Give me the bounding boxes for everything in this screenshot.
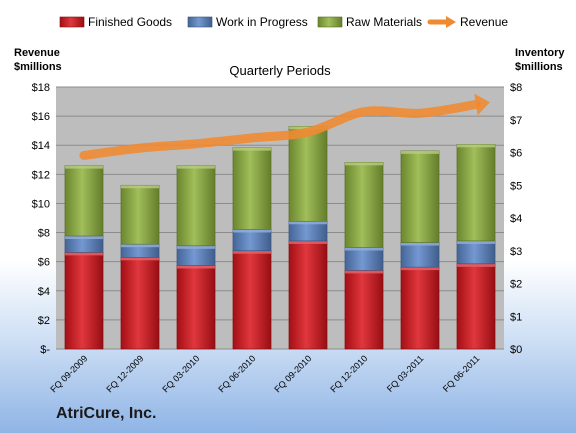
bar-work-in-progress — [456, 240, 496, 265]
bar-finished-goods — [344, 270, 384, 350]
x-tick-label: FQ 06-2011 — [441, 353, 482, 394]
left-tick-label: $2 — [38, 315, 50, 327]
revenue-arrowhead — [474, 93, 490, 116]
bar-cap — [120, 257, 160, 261]
bar-raw-materials — [176, 165, 216, 247]
legend-swatch — [317, 16, 343, 28]
bar-finished-goods — [232, 250, 272, 350]
x-tick-label: FQ 03-2011 — [385, 353, 426, 394]
bar-raw-materials — [64, 165, 104, 237]
right-tick-label: $0 — [510, 344, 522, 356]
bar-cap — [120, 185, 160, 189]
right-tick-label: $4 — [510, 213, 522, 225]
bar-finished-goods — [400, 266, 440, 350]
bar-cap — [176, 245, 216, 249]
legend-swatch — [59, 16, 85, 28]
left-tick-label: $16 — [32, 111, 50, 123]
left-axis-label-line2: $millions — [14, 61, 62, 73]
right-tick-label: $6 — [510, 148, 522, 160]
legend-entry: Work in Progress — [216, 15, 308, 29]
legend-swatch — [187, 16, 213, 28]
left-tick-label: $18 — [32, 82, 50, 94]
bar-raw-materials — [456, 144, 496, 242]
left-tick-label: $6 — [38, 257, 50, 269]
bar-work-in-progress — [400, 242, 440, 268]
right-tick-label: $8 — [510, 82, 522, 94]
legend-entry: Finished Goods — [88, 15, 172, 29]
bar-cap — [456, 144, 496, 148]
bar-cap — [232, 147, 272, 151]
right-tick-label: $5 — [510, 180, 522, 192]
bar-cap — [288, 240, 328, 244]
bar-cap — [344, 162, 384, 166]
bar-cap — [176, 165, 216, 169]
x-tick-label: FQ 12-2009 — [104, 353, 145, 394]
x-tick-label: FQ 12-2010 — [328, 353, 369, 394]
bar-raw-materials — [120, 184, 160, 245]
bar-work-in-progress — [344, 247, 384, 271]
revenue-line — [79, 99, 481, 160]
x-tick-label: FQ 09-2009 — [48, 353, 89, 394]
x-tick-label: FQ 09-2010 — [272, 353, 313, 394]
bar-cap — [64, 165, 104, 169]
left-axis-label-line1: Revenue — [14, 47, 60, 59]
left-tick-label: $8 — [38, 228, 50, 240]
x-tick-label: FQ 06-2010 — [216, 353, 257, 394]
legend: Finished Goods Work in Progress Raw Materi… — [59, 15, 508, 29]
left-axis-ticks: $- $2 $4 $6 $8 $10 $12 $14 $16 $18 — [32, 82, 51, 356]
right-tick-label: $2 — [510, 279, 522, 291]
legend-arrowhead — [446, 16, 456, 28]
bar-raw-materials — [344, 162, 384, 248]
company-name: AtriCure, Inc. — [56, 405, 156, 422]
bar-finished-goods — [288, 240, 328, 350]
bar-cap — [64, 236, 104, 240]
left-tick-label: $- — [40, 344, 50, 356]
bar-raw-materials — [232, 147, 272, 230]
bar-work-in-progress — [232, 229, 272, 252]
right-tick-label: $7 — [510, 115, 522, 127]
bar-cap — [232, 250, 272, 254]
left-tick-label: $14 — [32, 140, 50, 152]
left-tick-label: $4 — [38, 286, 50, 298]
bar-cap — [176, 265, 216, 269]
bars — [64, 126, 496, 350]
revenue-line-layer — [79, 93, 490, 160]
left-tick-label: $12 — [32, 169, 50, 181]
bar-cap — [400, 267, 440, 271]
bar-raw-materials — [288, 126, 328, 222]
bar-cap — [64, 252, 104, 256]
bar-finished-goods — [176, 265, 216, 350]
bar-cap — [456, 263, 496, 267]
left-tick-label: $10 — [32, 198, 50, 210]
chart-title: Quarterly Periods — [229, 63, 331, 78]
bar-cap — [120, 244, 160, 248]
right-axis-label-line2: $millions — [515, 61, 563, 73]
right-tick-label: $3 — [510, 246, 522, 258]
right-tick-label: $1 — [510, 311, 522, 323]
legend-entry: Revenue — [460, 15, 508, 29]
right-axis-label-line1: Inventory — [515, 47, 565, 59]
right-axis-ticks: $0 $1 $2 $3 $4 $5 $6 $7 $8 — [510, 82, 522, 356]
bar-cap — [232, 229, 272, 233]
bar-cap — [288, 221, 328, 225]
x-tick-label: FQ 03-2010 — [160, 353, 201, 394]
bar-cap — [400, 150, 440, 154]
bar-finished-goods — [456, 263, 496, 350]
x-axis-ticks: FQ 09-2009 FQ 12-2009 FQ 03-2010 FQ 06-2010… — [48, 353, 481, 394]
bar-finished-goods — [64, 252, 104, 350]
bar-raw-materials — [400, 150, 440, 243]
bar-cap — [456, 240, 496, 244]
bar-cap — [344, 270, 384, 274]
legend-entry: Raw Materials — [346, 15, 422, 29]
bar-finished-goods — [120, 256, 160, 350]
bar-cap — [344, 247, 384, 251]
bar-cap — [400, 242, 440, 246]
